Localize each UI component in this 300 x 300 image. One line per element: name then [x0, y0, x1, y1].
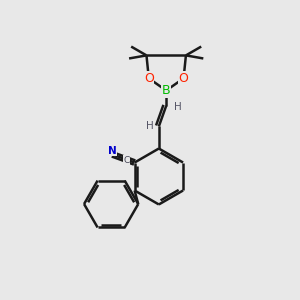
Text: H: H — [173, 102, 181, 112]
Text: N: N — [108, 146, 117, 156]
Text: H: H — [146, 122, 153, 131]
Text: C: C — [124, 156, 130, 165]
Text: O: O — [178, 72, 188, 85]
Text: O: O — [144, 72, 154, 85]
Text: B: B — [162, 84, 170, 97]
